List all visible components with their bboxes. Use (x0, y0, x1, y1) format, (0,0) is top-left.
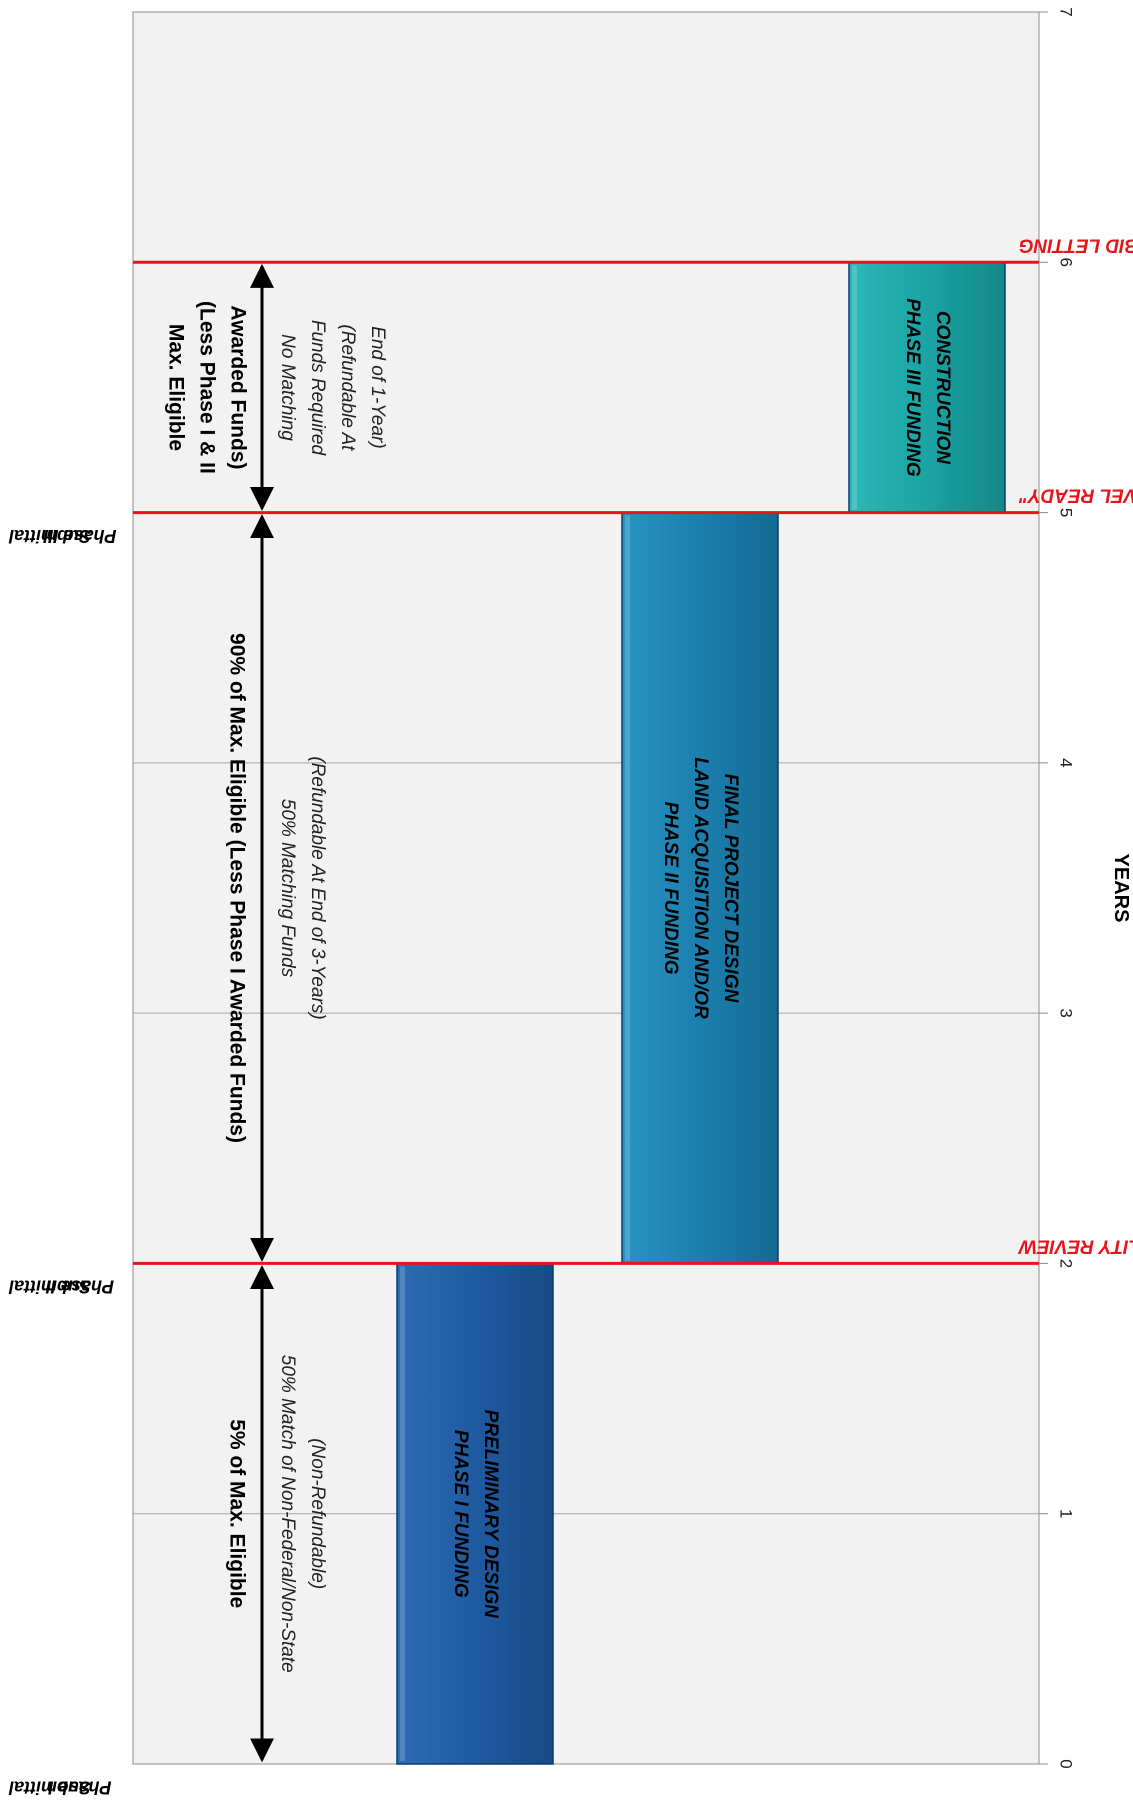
milestone-2: MILESTONE II - "SHOVEL READY" (133, 485, 1133, 515)
milestone-label: MILESTONE II - "SHOVEL READY" (1018, 485, 1133, 506)
span-1: 5% of Max. Eligible 50% Match of Non-Fede… (225, 1265, 328, 1763)
span-italic-label: Funds Required (307, 320, 328, 457)
x-axis-ticks: 0 1 2 3 4 5 6 7 (1039, 7, 1076, 1769)
bar-rect (848, 261, 1006, 514)
span-italic-label: (Refundable At End of 3-Years) (307, 756, 328, 1019)
span-3: Max. Eligible (Less Phase I & II Awarded F… (164, 263, 388, 511)
tick-label: 4 (1057, 758, 1076, 767)
tick-label: 2 (1057, 1259, 1076, 1268)
bar-label: LAND ACQUISITION AND/OR (690, 757, 711, 1019)
bar-label: PHASE I FUNDING (450, 1430, 471, 1598)
span-italic-label: 50% Matching Funds (277, 799, 298, 978)
submittal-label: Phase II (45, 1277, 114, 1297)
submittal-label: Phase III (42, 526, 116, 546)
span-italic-label: 50% Match of Non-Federal/Non-State (277, 1355, 298, 1673)
bar-1: PHASE I FUNDING PRELIMINARY DESIGN (396, 1262, 554, 1765)
tick-label: 0 (1057, 1759, 1076, 1768)
bar-label: PRELIMINARY DESIGN (480, 1410, 501, 1620)
tick-label: 3 (1057, 1008, 1076, 1017)
tick-label: 5 (1057, 508, 1076, 517)
bar-label: CONSTRUCTION (932, 311, 953, 465)
span-bold-label: 5% of Max. Eligible (225, 1419, 248, 1608)
span-bold-label: 90% of Max. Eligible (Less Phase I Award… (225, 633, 248, 1143)
tick-label: 1 (1057, 1509, 1076, 1518)
milestone-label: MILESTONE III - BID LETTING (1019, 234, 1133, 255)
bar-label: FINAL PROJECT DESIGN (720, 774, 741, 1004)
bar-label: PHASE II FUNDING (660, 801, 681, 974)
span-italic-label: End of 1-Year) (367, 326, 388, 449)
submittal-label: Submittal (8, 1777, 91, 1797)
bar-highlight (400, 1266, 405, 1761)
bar-highlight (625, 515, 630, 1261)
span-bold-label: Max. Eligible (164, 324, 187, 451)
milestone-1: MILESTONE 1 - FEASIBILITY REVIEW (133, 1235, 1133, 1265)
tick-label: 6 (1057, 258, 1076, 267)
bar-highlight (852, 265, 857, 510)
bar-2: PHASE II FUNDING LAND ACQUISITION AND/OR F… (621, 511, 779, 1265)
span-2: 90% of Max. Eligible (Less Phase I Award… (225, 514, 328, 1262)
submittal-label: Phase I (47, 1777, 111, 1797)
milestone-label: MILESTONE 1 - FEASIBILITY REVIEW (1017, 1235, 1133, 1256)
bar-label: PHASE III FUNDING (902, 298, 923, 477)
span-italic-label: (Refundable At (337, 324, 358, 451)
submittal-label: Submittal (8, 1277, 91, 1297)
span-bold-label: Awarded Funds) (226, 305, 249, 469)
milestones: MILESTONE 1 - FEASIBILITY REVIEW MILESTON… (133, 234, 1133, 1265)
bar-rect (396, 1262, 554, 1765)
funding-spans: 5% of Max. Eligible 50% Match of Non-Fede… (164, 263, 388, 1763)
span-italic-label: No Matching (277, 334, 298, 441)
tick-label: 7 (1057, 7, 1076, 16)
x-axis-label: YEARS (1110, 854, 1132, 923)
span-bold-label: (Less Phase I & II (195, 301, 218, 474)
bar-3: PHASE III FUNDING CONSTRUCTION (848, 261, 1006, 514)
milestone-3: MILESTONE III - BID LETTING (133, 234, 1133, 264)
span-italic-label: (Non-Refundable) (307, 1438, 328, 1589)
submittal-label: Submittal (8, 526, 91, 546)
